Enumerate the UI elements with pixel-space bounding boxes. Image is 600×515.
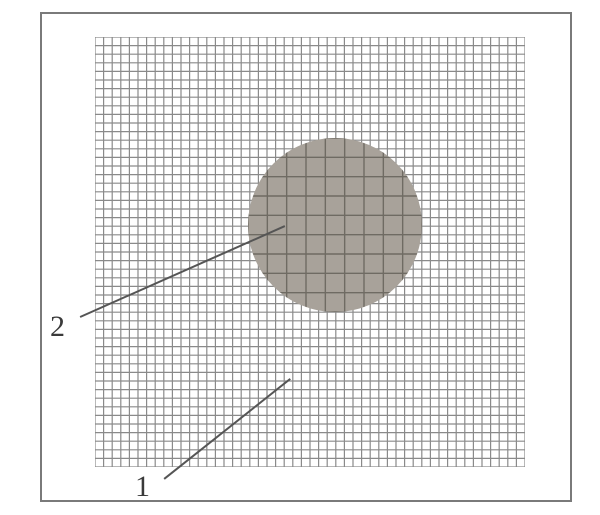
region-2-coarse-grid [248, 138, 422, 312]
callout-label-1: 1 [135, 470, 150, 504]
callout-label-2: 2 [50, 310, 65, 344]
